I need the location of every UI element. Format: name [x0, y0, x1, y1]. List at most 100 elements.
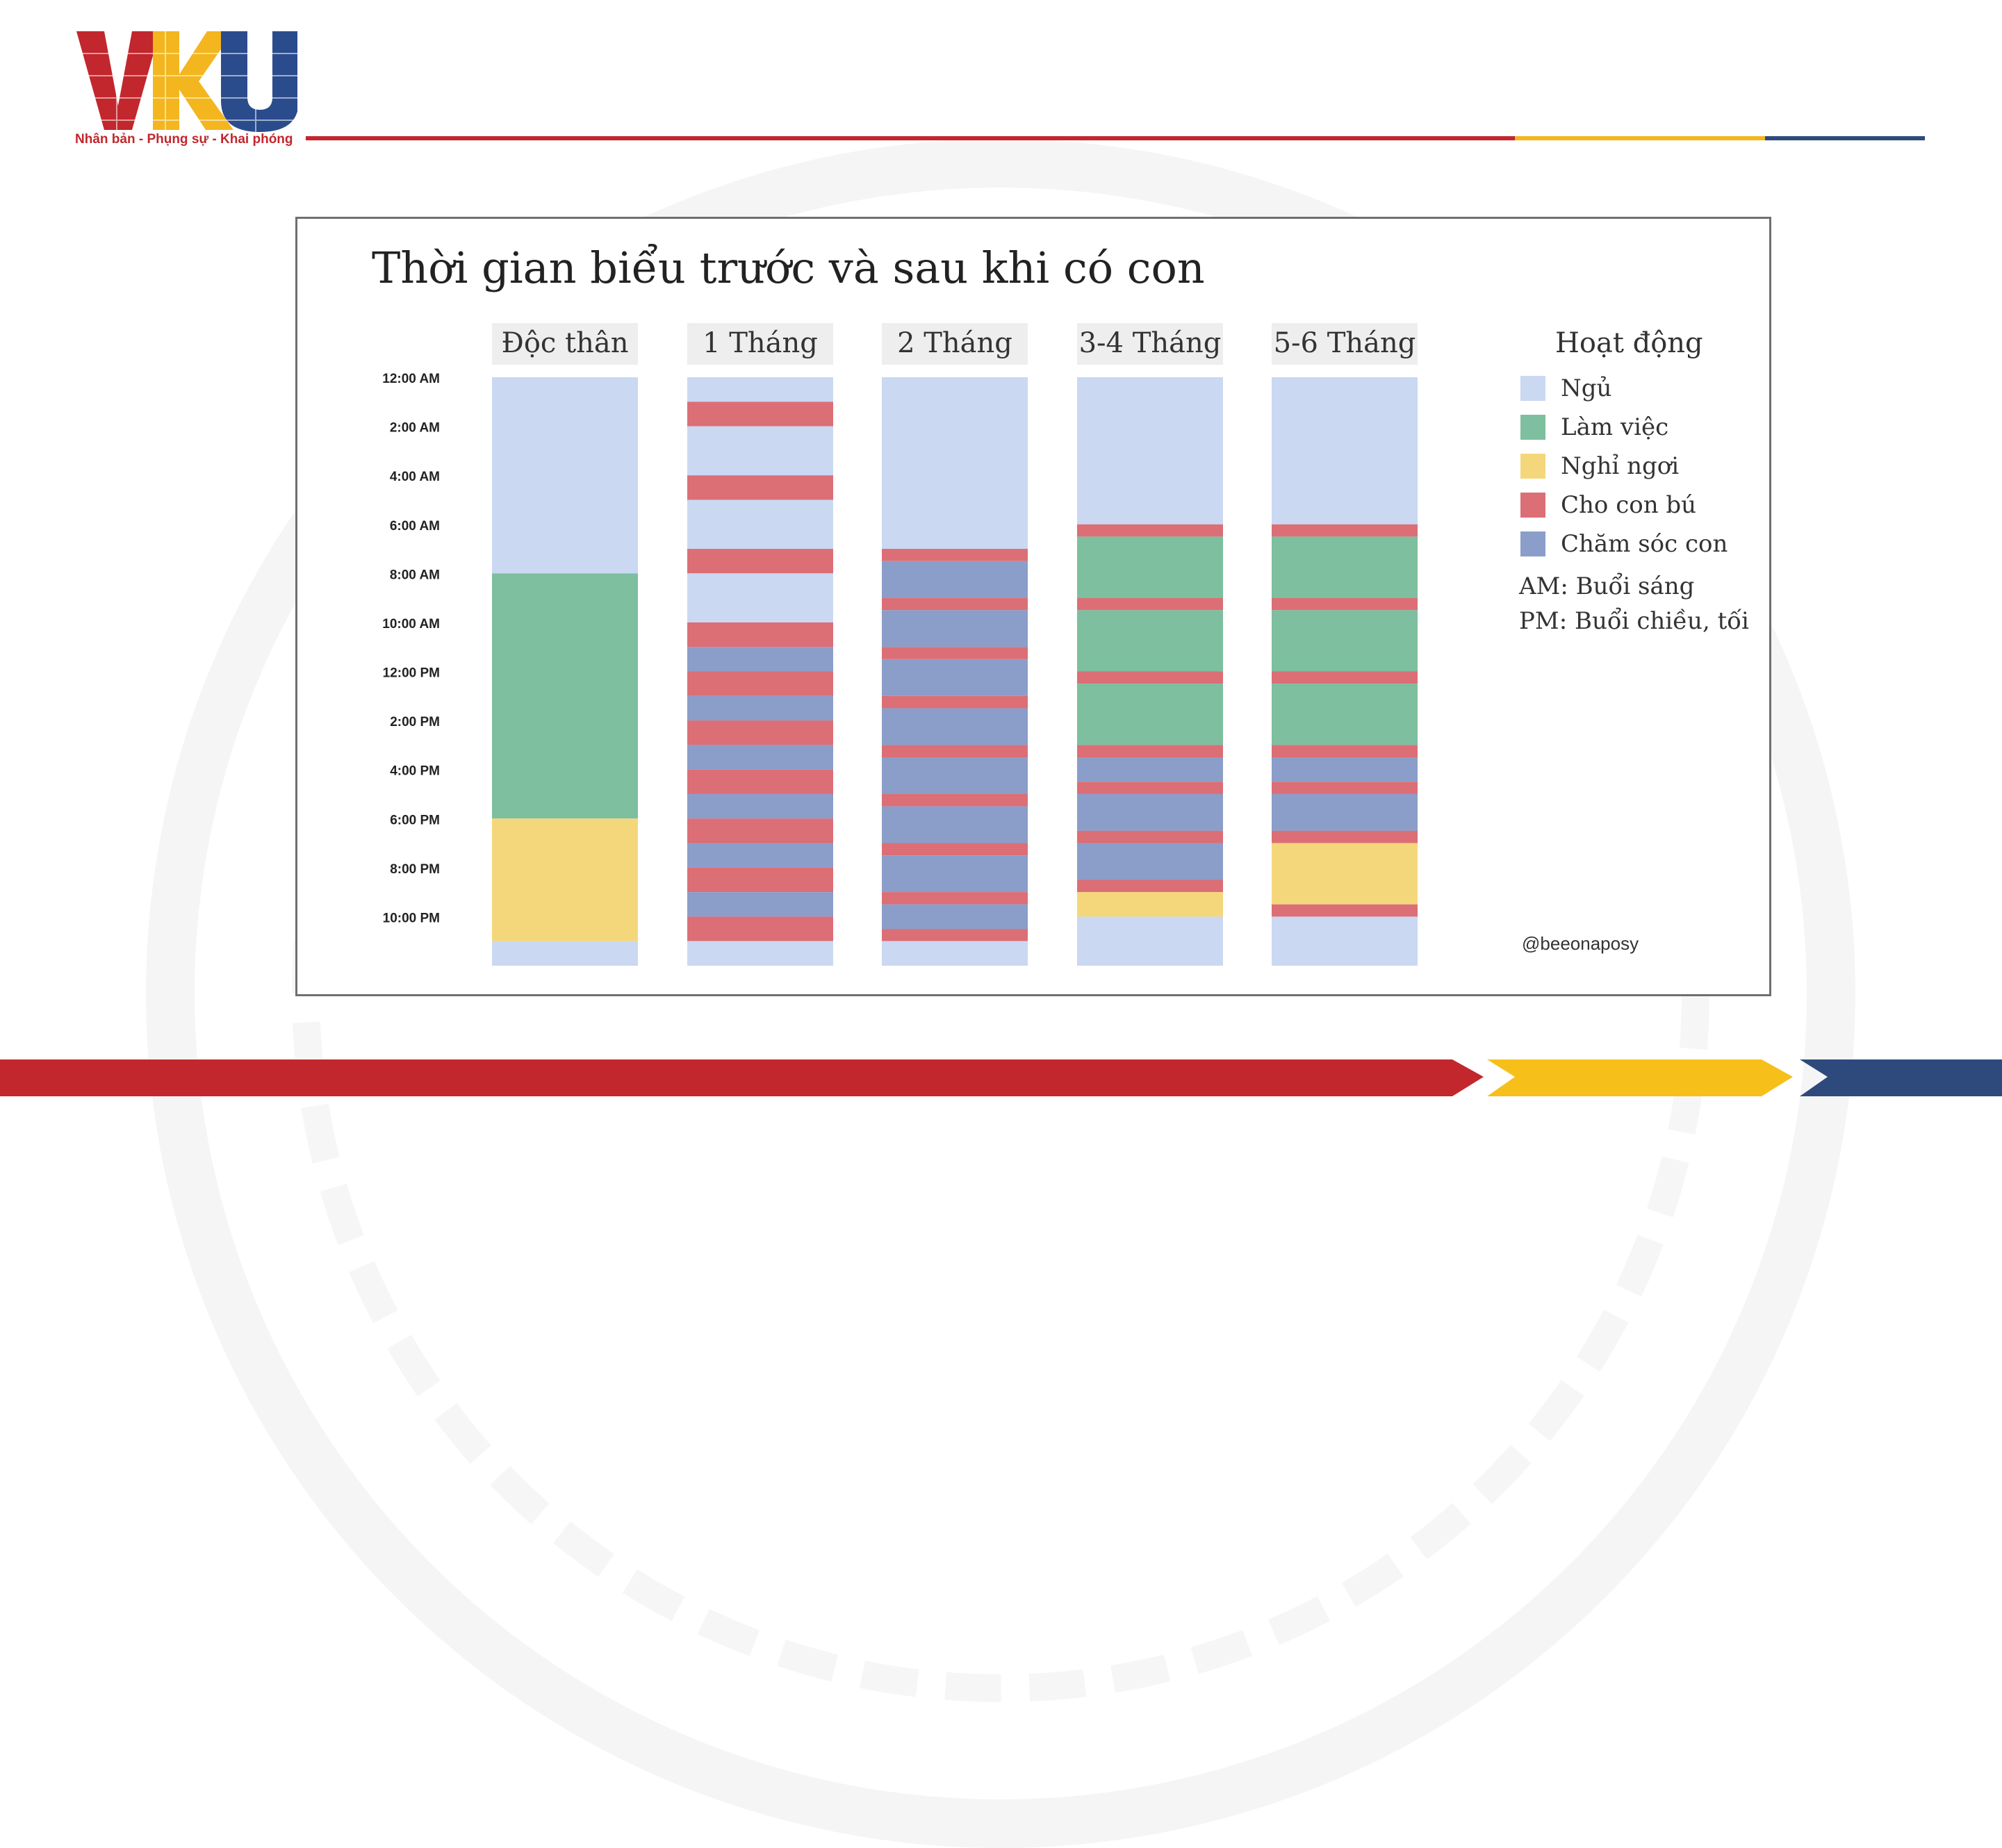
segment-bu — [1077, 524, 1223, 537]
segment-bu — [882, 695, 1028, 709]
segment-bu — [882, 843, 1028, 856]
segment-bu — [1272, 745, 1418, 758]
header-rule-red — [306, 136, 1515, 140]
column-header-label: 2 Tháng — [897, 327, 1012, 359]
segment-bu — [882, 892, 1028, 905]
segment-bu — [1077, 782, 1223, 794]
column-header-bg — [1077, 323, 1223, 365]
segment-bu — [687, 402, 833, 427]
segment-bu — [1272, 830, 1418, 843]
segment-lam — [1272, 684, 1418, 745]
schedule-chart: Thời gian biểu trước và sau khi có con 12… — [372, 242, 1749, 966]
chart-frame: Thời gian biểu trước và sau khi có con 12… — [295, 217, 1771, 996]
segment-ngu — [687, 377, 833, 402]
segment-lam — [1272, 610, 1418, 672]
segment-ngu — [687, 941, 833, 966]
logo-grid — [75, 26, 297, 137]
legend-label-bu: Cho con bú — [1561, 491, 1696, 519]
segment-chamsoc — [882, 610, 1028, 647]
segment-ngu — [882, 941, 1028, 966]
legend-swatch-lam — [1520, 415, 1545, 440]
segment-chamsoc — [687, 843, 833, 868]
time-tick-label: 10:00 AM — [382, 617, 440, 632]
segment-chamsoc — [1077, 793, 1223, 831]
segment-chamsoc — [882, 757, 1028, 794]
footer-band-red — [0, 1059, 1484, 1096]
segment-ngu — [1272, 916, 1418, 966]
segment-chamsoc — [882, 708, 1028, 745]
legend-label-chamsoc: Chăm sóc con — [1561, 530, 1728, 558]
segment-bu — [1272, 671, 1418, 684]
segment-bu — [687, 475, 833, 500]
logo-letter-v — [76, 31, 160, 130]
column-header-label: Độc thân — [502, 327, 629, 359]
segment-lam — [1077, 536, 1223, 598]
column-header-label: 3-4 Tháng — [1079, 327, 1222, 359]
segment-ngu — [687, 426, 833, 476]
segment-bu — [1077, 830, 1223, 843]
time-tick-label: 10:00 PM — [383, 911, 440, 925]
segment-ngu — [1272, 377, 1418, 525]
segment-chamsoc — [1272, 793, 1418, 831]
legend-note: PM: Buổi chiều, tối — [1519, 607, 1749, 635]
time-tick-label: 8:00 AM — [390, 568, 440, 582]
segment-bu — [687, 671, 833, 696]
footer-band-yellow — [1487, 1059, 1793, 1096]
segment-bu — [1272, 782, 1418, 794]
time-tick-label: 6:00 PM — [390, 813, 440, 827]
chart-title: Thời gian biểu trước và sau khi có con — [372, 242, 1205, 293]
segment-bu — [882, 793, 1028, 807]
segment-chamsoc — [882, 806, 1028, 843]
column-header-bg — [882, 323, 1028, 365]
segment-bu — [882, 549, 1028, 561]
legend-swatch-ngu — [1520, 376, 1545, 401]
segment-bu — [687, 720, 833, 745]
segment-bu — [687, 549, 833, 574]
segment-bu — [1077, 880, 1223, 893]
segment-chamsoc — [1077, 843, 1223, 880]
time-tick-label: 2:00 AM — [390, 421, 440, 436]
segment-chamsoc — [882, 855, 1028, 893]
segment-bu — [1077, 745, 1223, 758]
chart-credit: @beeonaposy — [1522, 933, 1639, 954]
column-header-bg — [492, 323, 638, 365]
logo-letter-u — [221, 31, 297, 132]
header-rule-yellow — [1515, 136, 1765, 140]
segment-chamsoc — [687, 695, 833, 721]
segment-chamsoc — [687, 892, 833, 917]
segment-nghi — [1272, 843, 1418, 905]
time-tick-label: 4:00 PM — [390, 764, 440, 779]
time-tick-label: 6:00 AM — [390, 519, 440, 534]
logo-tagline: Nhân bản - Phụng sự - Khai phóng — [75, 132, 293, 147]
legend-swatch-nghi — [1520, 454, 1545, 479]
column-header-bg — [1272, 323, 1418, 365]
column-header-label: 5-6 Tháng — [1274, 327, 1416, 359]
segment-chamsoc — [1077, 757, 1223, 782]
segment-bu — [687, 769, 833, 794]
segment-nghi — [492, 818, 638, 941]
time-tick-label: 2:00 PM — [390, 715, 440, 729]
segment-bu — [687, 916, 833, 941]
time-tick-label: 12:00 AM — [382, 372, 440, 386]
segment-ngu — [1077, 916, 1223, 966]
segment-chamsoc — [687, 745, 833, 770]
segment-chamsoc — [882, 904, 1028, 930]
segment-bu — [882, 745, 1028, 758]
segment-ngu — [687, 573, 833, 622]
legend-swatch-bu — [1520, 493, 1545, 518]
footer-band-navy — [1800, 1059, 2002, 1096]
time-tick-label: 4:00 AM — [390, 470, 440, 484]
header-rule-navy — [1765, 136, 1925, 140]
segment-ngu — [1077, 377, 1223, 525]
vku-logo — [75, 26, 297, 137]
time-tick-label: 8:00 PM — [390, 862, 440, 877]
segment-chamsoc — [882, 561, 1028, 598]
segment-chamsoc — [687, 647, 833, 672]
segment-chamsoc — [882, 659, 1028, 696]
legend-label-ngu: Ngủ — [1561, 374, 1611, 402]
legend-title: Hoạt động — [1555, 327, 1703, 359]
segment-chamsoc — [687, 793, 833, 819]
legend-label-nghi: Nghỉ ngơi — [1561, 452, 1679, 480]
legend-swatch-chamsoc — [1520, 531, 1545, 556]
segment-bu — [1272, 524, 1418, 537]
